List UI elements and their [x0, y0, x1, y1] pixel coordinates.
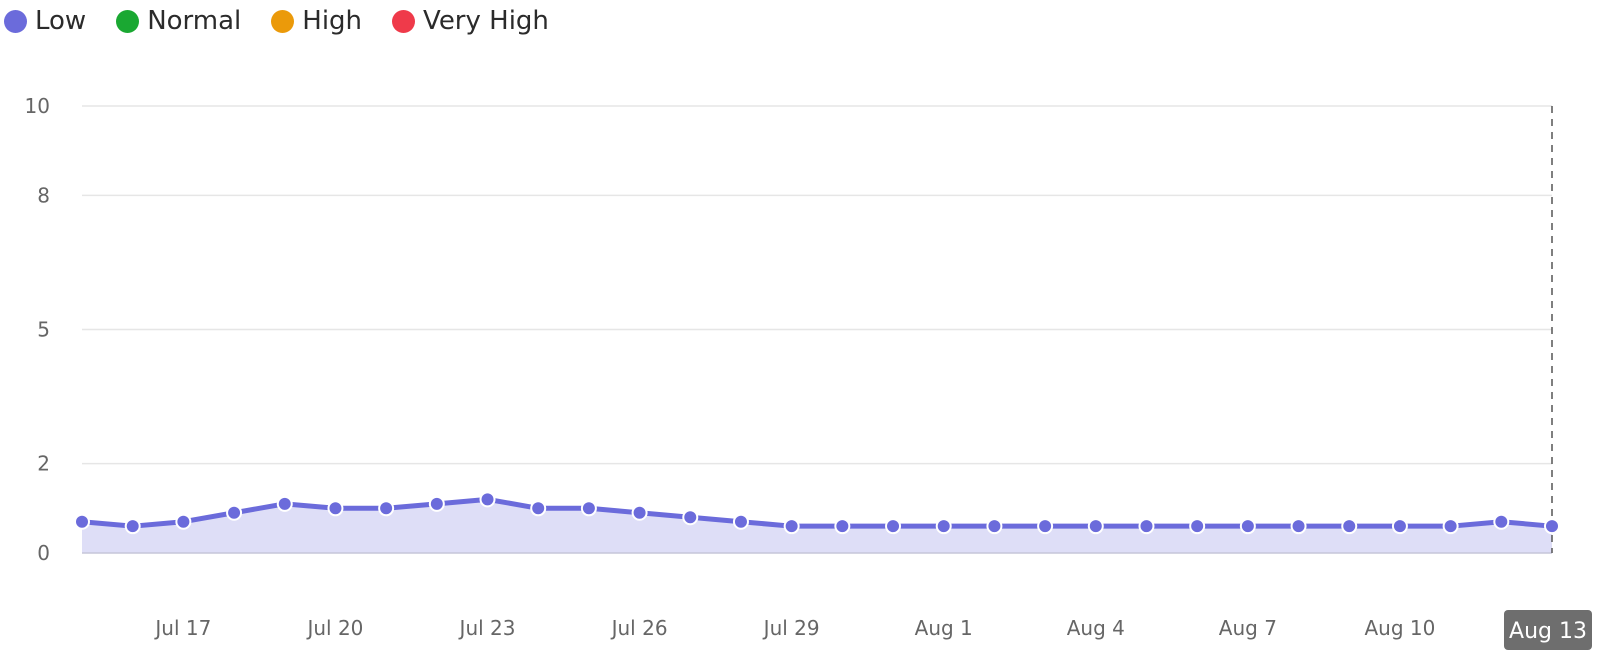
data-point — [1493, 513, 1510, 530]
highlight-badge-label: Aug 13 — [1509, 619, 1587, 644]
x-tick-label-aug-1: Aug 1 — [915, 616, 973, 640]
x-tick-label-jul-26: Jul 26 — [610, 616, 668, 640]
data-point — [783, 518, 800, 535]
data-point — [1290, 518, 1307, 535]
legend-label-very-high: Very High — [423, 6, 549, 36]
data-point — [479, 491, 496, 508]
data-point — [834, 518, 851, 535]
x-tick-label-jul-23: Jul 23 — [458, 616, 516, 640]
data-point — [428, 495, 445, 512]
data-point — [1189, 518, 1206, 535]
legend-swatch-high — [271, 9, 295, 33]
data-point — [935, 518, 952, 535]
y-tick-label-5: 5 — [37, 318, 50, 342]
x-tick-label-jul-29: Jul 29 — [762, 616, 820, 640]
legend-label-low: Low — [35, 6, 87, 36]
chart-legend: Low Normal High Very High — [4, 6, 579, 36]
data-point — [175, 513, 192, 530]
data-point — [1391, 518, 1408, 535]
legend-item-normal[interactable]: Normal — [116, 6, 241, 36]
y-tick-label-0: 0 — [37, 541, 50, 565]
x-tick-label-jul-20: Jul 20 — [305, 616, 363, 640]
data-point — [124, 518, 141, 535]
data-point — [631, 504, 648, 521]
legend-item-very-high[interactable]: Very High — [392, 6, 549, 36]
highlight-badge — [1504, 610, 1592, 650]
data-point — [1087, 518, 1104, 535]
legend-item-high[interactable]: High — [271, 6, 362, 36]
x-tick-label-jul-17: Jul 17 — [153, 616, 211, 640]
data-point — [580, 500, 597, 517]
x-tick-label-aug-4: Aug 4 — [1067, 616, 1125, 640]
data-point — [1239, 518, 1256, 535]
data-point — [1341, 518, 1358, 535]
data-point — [1037, 518, 1054, 535]
data-point — [1138, 518, 1155, 535]
legend-item-low[interactable]: Low — [4, 6, 86, 36]
data-point — [682, 509, 699, 526]
legend-label-high: High — [302, 6, 363, 36]
legend-swatch-very-high — [392, 9, 416, 33]
legend-label-normal: Normal — [147, 6, 242, 36]
data-point — [226, 504, 243, 521]
legend-swatch-normal — [116, 9, 140, 33]
data-point — [74, 513, 90, 530]
y-tick-label-10: 10 — [25, 94, 50, 118]
y-tick-label-8: 8 — [37, 183, 50, 207]
series-line — [81, 496, 1553, 529]
data-point — [986, 518, 1003, 535]
data-point — [732, 513, 749, 530]
data-point — [530, 500, 547, 517]
x-tick-label-aug-10: Aug 10 — [1365, 616, 1436, 640]
data-point — [378, 500, 395, 517]
legend-swatch-low — [4, 9, 27, 33]
x-tick-label-aug-7: Aug 7 — [1219, 616, 1277, 640]
data-point — [885, 518, 902, 535]
data-point — [327, 500, 344, 517]
data-point — [1544, 518, 1560, 535]
y-tick-label-2: 2 — [37, 452, 50, 476]
data-point — [276, 495, 293, 512]
data-point — [1442, 518, 1459, 535]
